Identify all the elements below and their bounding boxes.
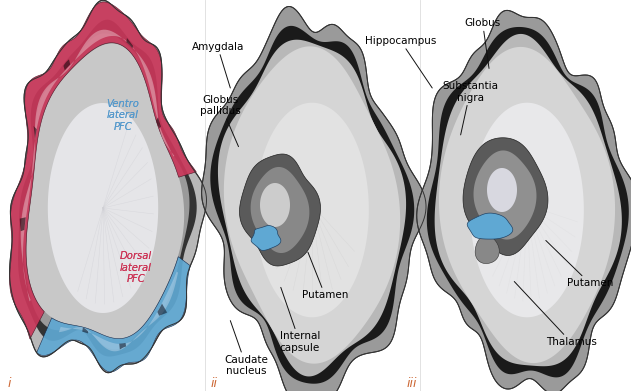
Polygon shape [210, 26, 414, 384]
Polygon shape [119, 343, 126, 350]
Polygon shape [126, 38, 133, 48]
Polygon shape [33, 126, 37, 141]
Polygon shape [467, 213, 513, 239]
Polygon shape [224, 47, 400, 364]
Text: Internal
capsule: Internal capsule [280, 287, 320, 353]
Text: Dorsal
lateral
PFC: Dorsal lateral PFC [120, 251, 151, 284]
Polygon shape [260, 183, 290, 227]
Polygon shape [27, 43, 184, 339]
Polygon shape [37, 256, 191, 372]
Text: Globus
pallidus: Globus pallidus [201, 95, 241, 147]
Polygon shape [20, 217, 26, 231]
Polygon shape [439, 47, 615, 363]
Text: Dorsal
lateral
PFC: Dorsal lateral PFC [120, 251, 151, 284]
Text: Substantia
nigra: Substantia nigra [442, 81, 498, 135]
Text: Putamen: Putamen [302, 252, 348, 300]
Text: i: i [8, 377, 11, 390]
Polygon shape [255, 103, 369, 317]
Text: Ventro
lateral
PFC: Ventro lateral PFC [107, 99, 139, 132]
Polygon shape [475, 235, 499, 264]
Polygon shape [218, 40, 406, 377]
Text: iii: iii [407, 377, 418, 390]
Polygon shape [21, 30, 174, 301]
Polygon shape [59, 271, 178, 351]
Polygon shape [48, 103, 158, 313]
Polygon shape [82, 327, 88, 334]
Polygon shape [463, 138, 548, 255]
Polygon shape [435, 34, 622, 366]
Polygon shape [240, 154, 321, 266]
Polygon shape [18, 20, 197, 357]
Polygon shape [487, 168, 517, 212]
Polygon shape [64, 59, 70, 70]
Text: Thalamus: Thalamus [514, 282, 596, 347]
Polygon shape [416, 11, 631, 391]
Text: Caudate
nucleus: Caudate nucleus [224, 321, 268, 377]
Text: ii: ii [210, 377, 217, 390]
Polygon shape [9, 0, 206, 373]
Text: Ventro
lateral
PFC: Ventro lateral PFC [107, 99, 139, 132]
Polygon shape [470, 103, 584, 317]
Text: Globus: Globus [464, 18, 501, 68]
Polygon shape [9, 2, 196, 339]
Polygon shape [251, 226, 281, 250]
Text: Hippocampus: Hippocampus [365, 36, 437, 88]
Text: Putamen: Putamen [546, 240, 613, 289]
Polygon shape [156, 117, 161, 128]
Text: Amygdala: Amygdala [191, 42, 244, 88]
Polygon shape [157, 303, 167, 316]
Polygon shape [251, 167, 309, 253]
Polygon shape [427, 27, 629, 377]
Polygon shape [22, 33, 189, 350]
Polygon shape [473, 151, 536, 240]
Polygon shape [202, 7, 426, 391]
